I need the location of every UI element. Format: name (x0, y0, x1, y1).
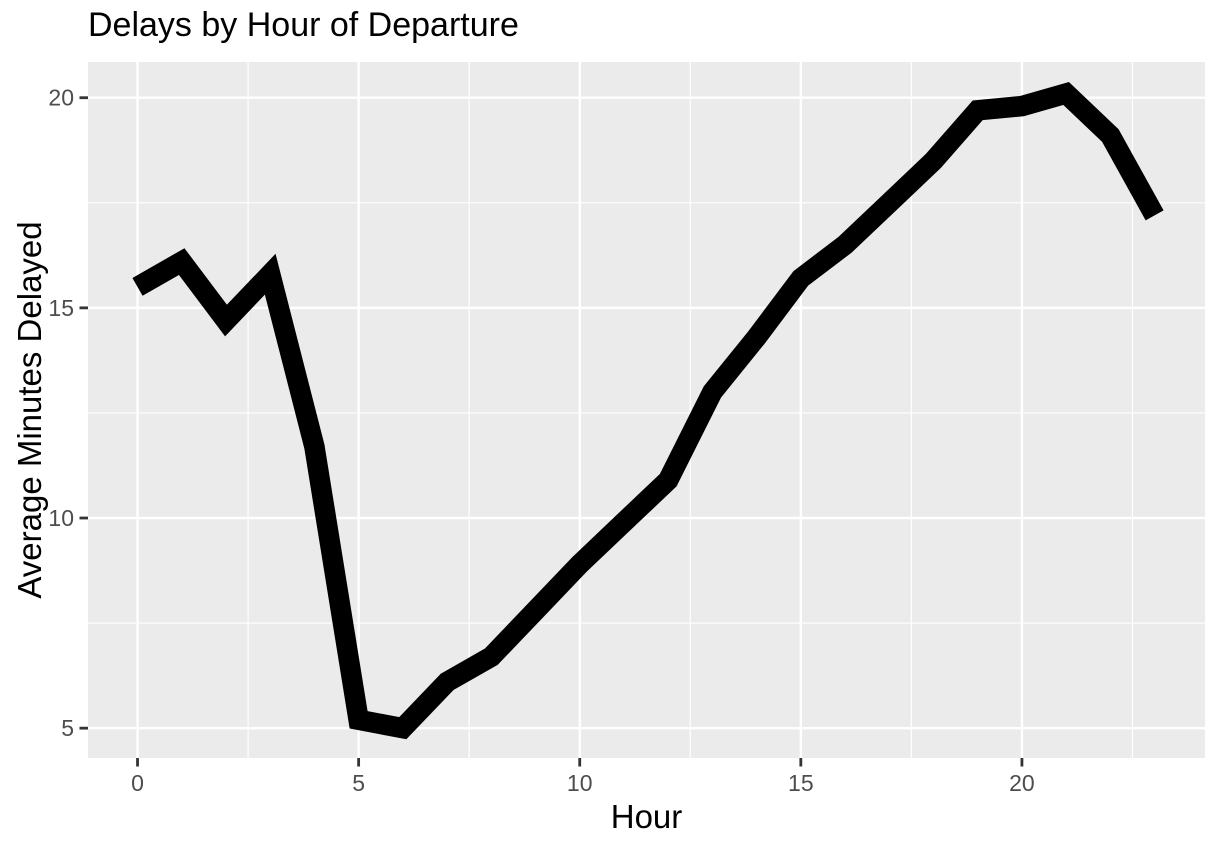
y-tick-label: 15 (48, 295, 74, 321)
y-tick-label: 5 (61, 715, 74, 741)
y-tick-label: 10 (48, 505, 74, 531)
x-tick-label: 20 (1009, 770, 1035, 796)
x-tick-label: 5 (352, 770, 365, 796)
x-tick-label: 15 (788, 770, 814, 796)
y-tick-label: 20 (48, 85, 74, 111)
y-axis-title: Average Minutes Delayed (11, 221, 48, 599)
plot-title: Delays by Hour of Departure (88, 6, 519, 44)
plot-panel (88, 62, 1205, 758)
delay-line-series (132, 82, 1164, 740)
x-axis-title: Hour (610, 798, 683, 835)
x-tick-label: 10 (567, 770, 593, 796)
x-tick-label: 0 (131, 770, 144, 796)
